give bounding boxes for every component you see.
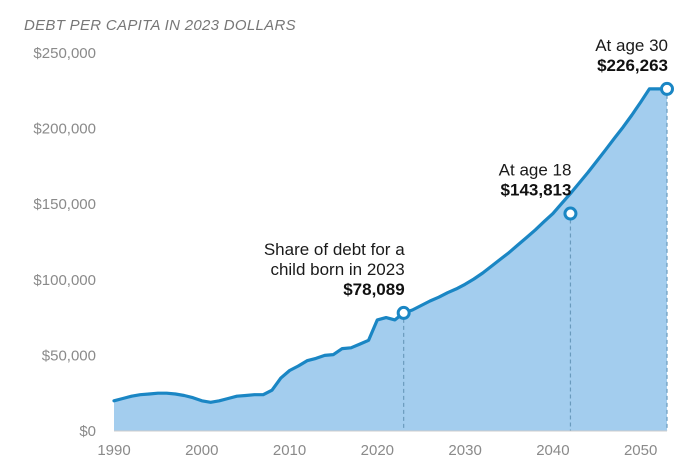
chart-subtitle: DEBT PER CAPITA IN 2023 DOLLARS bbox=[24, 17, 296, 34]
y-tick-label: $50,000 bbox=[42, 347, 96, 364]
annotation-value: $226,263 bbox=[597, 56, 668, 75]
y-tick-label: $150,000 bbox=[33, 196, 96, 213]
x-tick-label: 1990 bbox=[97, 442, 130, 459]
y-tick-label: $0 bbox=[79, 423, 96, 440]
area-fill bbox=[114, 88, 667, 432]
annotation-label: At age 18 bbox=[499, 161, 572, 180]
x-tick-label: 2040 bbox=[536, 442, 569, 459]
data-point-marker-0 bbox=[396, 305, 411, 320]
y-tick-label: $250,000 bbox=[33, 45, 96, 62]
annotation-value: $143,813 bbox=[501, 181, 572, 200]
marker-layer bbox=[396, 81, 674, 320]
x-tick-label: 2050 bbox=[624, 442, 657, 459]
y-tick-label: $100,000 bbox=[33, 272, 96, 289]
x-tick-label: 2010 bbox=[273, 442, 306, 459]
annotation-label: At age 30 bbox=[595, 36, 668, 55]
x-tick-label: 2030 bbox=[448, 442, 481, 459]
annotation-value: $78,089 bbox=[343, 280, 404, 299]
area-layer bbox=[114, 88, 667, 432]
data-point-marker-1 bbox=[563, 206, 578, 221]
axis-layer: 1990 2000 2010 2020 2030 2040 2050 $0 $50,000 $10… bbox=[33, 45, 667, 459]
annotation-label: Share of debt for a bbox=[264, 240, 405, 259]
x-tick-label: 2000 bbox=[185, 442, 218, 459]
line-layer bbox=[112, 87, 669, 404]
annotation-label: child born in 2023 bbox=[270, 260, 404, 279]
x-tick-label: 2020 bbox=[361, 442, 394, 459]
series-line bbox=[112, 87, 669, 404]
data-point-marker-2 bbox=[660, 81, 674, 96]
y-tick-label: $200,000 bbox=[33, 121, 96, 138]
guide-layer bbox=[403, 94, 668, 431]
